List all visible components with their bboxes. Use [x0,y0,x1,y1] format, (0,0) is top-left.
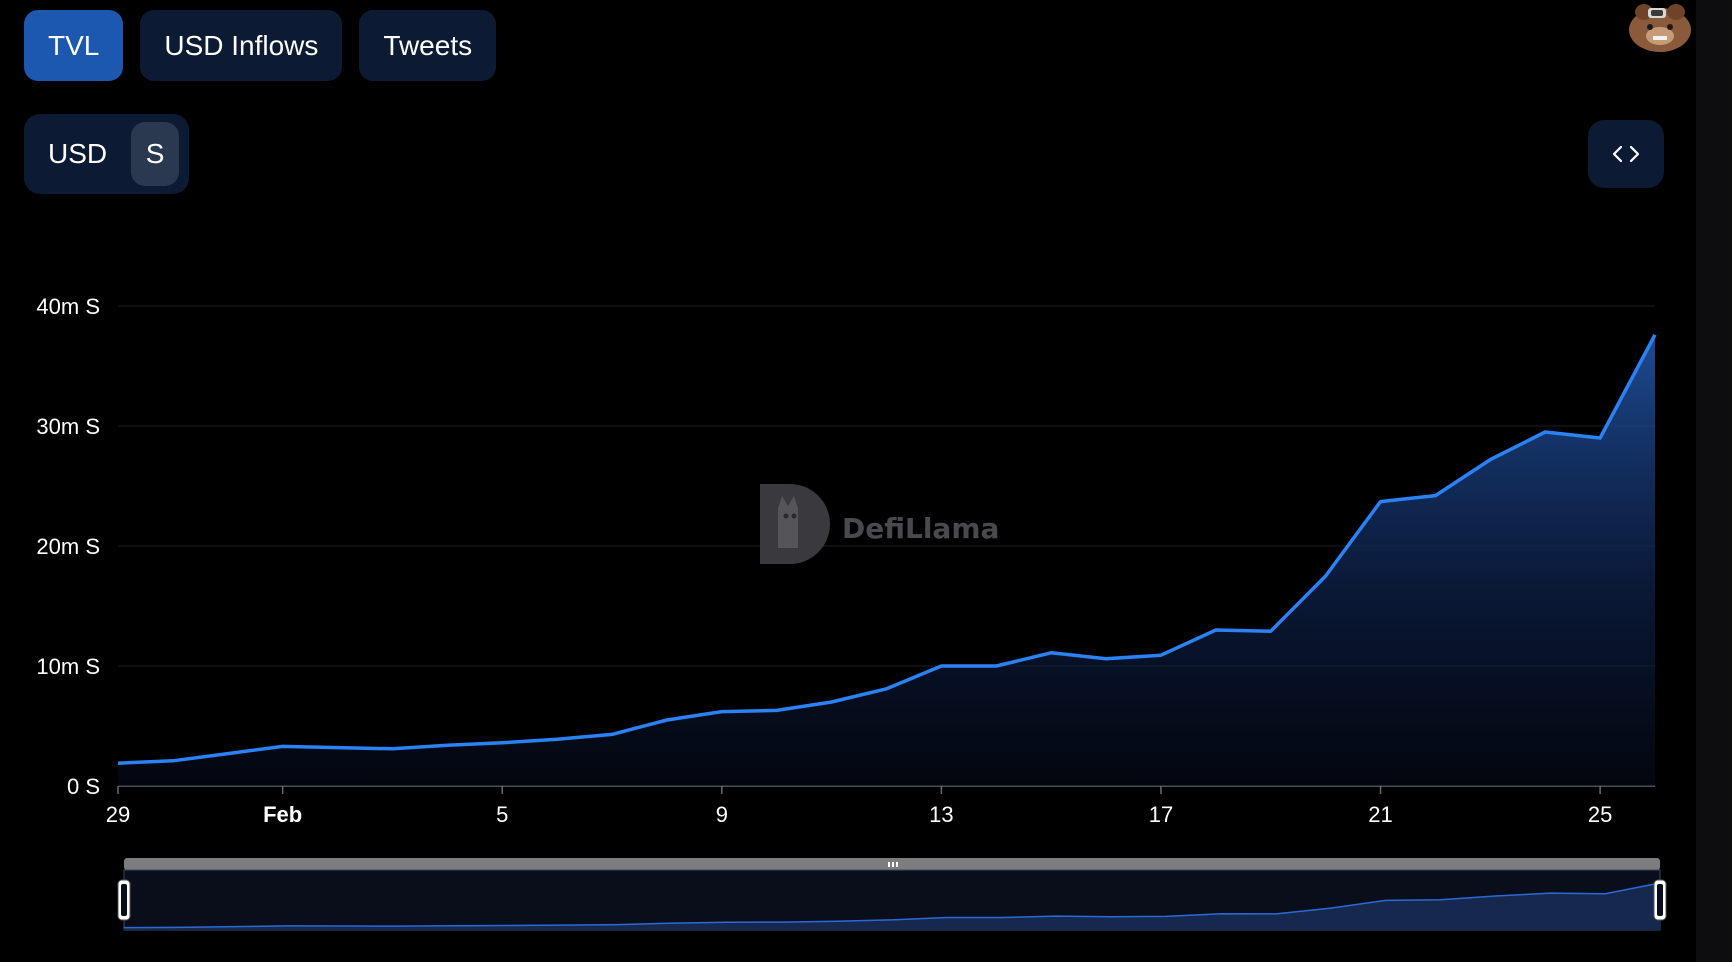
defillama-watermark: DefiLlama [760,484,999,564]
zoom-drag-grip [896,862,898,867]
x-axis: 29 Feb 5 9 13 17 21 25 [106,786,1612,827]
x-tick-label: 25 [1588,802,1612,827]
tab-tweets[interactable]: Tweets [359,10,497,81]
unit-toggle: USD S [24,114,189,194]
tab-tvl[interactable]: TVL [24,10,124,81]
tab-usd-inflows[interactable]: USD Inflows [140,10,343,81]
x-tick-label: 21 [1368,802,1392,827]
zoom-handle-inner [121,884,127,916]
unit-option-usd[interactable]: USD [48,138,108,169]
x-tick-label: 9 [716,802,728,827]
y-tick-label: 20m S [36,534,100,559]
zoom-drag-grip [892,862,894,867]
zoom-slider[interactable] [117,858,1667,931]
x-tick-label: 17 [1149,802,1173,827]
x-tick-label: 13 [929,802,953,827]
watermark-text: DefiLlama [842,512,999,545]
y-axis: 0 S 10m S 20m S 30m S 40m S [36,294,100,799]
y-tick-label: 30m S [36,414,100,439]
area-layer [117,333,1657,786]
tvl-area-fill [118,334,1655,786]
y-tick-label: 10m S [36,654,100,679]
x-tick-label: Feb [263,802,302,827]
x-tick-label: 29 [106,802,130,827]
zoom-drag-grip [888,862,890,867]
y-tick-label: 40m S [36,294,100,319]
unit-option-s[interactable]: S [131,122,180,186]
llama-avatar-icon [1629,4,1691,52]
y-tick-label: 0 S [67,774,100,799]
zoom-preview-line [123,882,1661,929]
zoom-handle-inner [1657,884,1663,916]
x-tick-label: 5 [496,802,508,827]
embed-button[interactable] [1588,120,1664,188]
code-embed-icon [1612,145,1640,163]
zoom-preview-area [124,883,1660,930]
scrollbar-track[interactable] [1696,0,1732,962]
tab-row: TVL USD Inflows Tweets [24,10,497,81]
